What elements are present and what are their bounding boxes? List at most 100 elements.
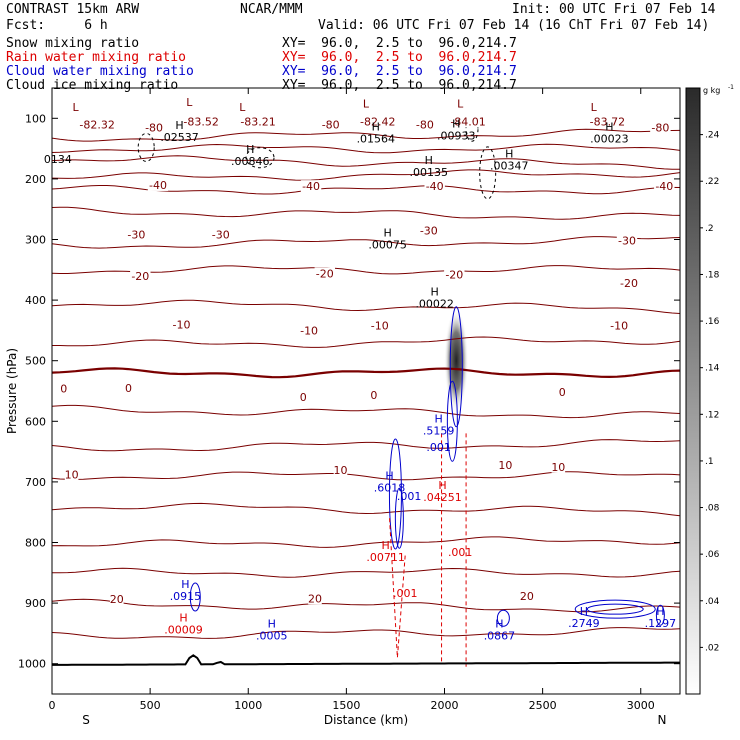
colorbar-tick-label: .04 <box>705 597 720 607</box>
cloud-water-contour <box>574 599 656 619</box>
contour-label: -10 <box>371 320 389 333</box>
extremum-mark: L <box>363 97 370 110</box>
forecast-hour: Fcst: 6 h <box>6 18 108 33</box>
temperature-contour <box>52 627 680 639</box>
extremum-value: .01564 <box>357 132 396 145</box>
colorbar-tick-label: .24 <box>705 131 720 141</box>
extremum-mark: H <box>246 143 254 156</box>
y-tick-label: 600 <box>25 415 46 428</box>
contour-label-bg <box>130 269 151 282</box>
colorbar-ramp <box>685 87 701 695</box>
contour-label: -40 <box>655 180 673 193</box>
extremum-value: .001 <box>397 490 422 503</box>
cloud-water-contour <box>446 380 458 462</box>
extremum-mark: H <box>383 226 391 239</box>
extremum-mark: H <box>425 154 433 167</box>
temperature-contour <box>52 128 680 142</box>
x-tick-label: 2500 <box>529 699 557 712</box>
temperature-contour <box>52 567 680 578</box>
extremum-value: .00135 <box>410 166 449 179</box>
contour-label: -20 <box>316 267 334 280</box>
contour-label-bg <box>308 592 322 605</box>
extremum-value: .00846 <box>231 155 270 168</box>
contour-label-bg <box>180 115 222 128</box>
x-tick-label: 1500 <box>332 699 360 712</box>
colorbar-tick-label: .08 <box>705 504 720 514</box>
contour-label-bg <box>551 460 566 473</box>
cloud-water-contour <box>496 609 510 627</box>
extremum-mark: H <box>431 285 439 298</box>
contour-label-bg <box>654 180 675 193</box>
contour-label-bg <box>418 224 439 237</box>
init-time: Init: 00 UTC Fri 07 Feb 14 <box>512 2 716 17</box>
contour-label-bg <box>447 115 489 128</box>
extremum-value: .001 <box>393 587 418 600</box>
extremum-mark: L <box>591 101 598 114</box>
contour-label-bg <box>300 180 322 193</box>
temperature-contour <box>52 155 680 170</box>
temperature-contour <box>52 404 680 419</box>
contour-label: 10 <box>498 459 512 472</box>
extremum-mark: H <box>580 605 588 618</box>
extremum-value: .001 <box>448 546 473 559</box>
contour-label-bg <box>147 178 169 191</box>
contour-label-bg <box>520 589 534 602</box>
y-tick-label: 400 <box>25 294 46 307</box>
extremum-value: .6018 <box>374 481 406 494</box>
extremum-value: .00075 <box>368 238 407 251</box>
temperature-contour <box>52 236 680 249</box>
contour-label: -83.21 <box>240 115 275 128</box>
x-tick-label: 500 <box>140 699 161 712</box>
extremum-mark: L <box>239 101 246 114</box>
temperature-contour <box>52 299 680 314</box>
temperature-contour <box>52 143 680 154</box>
y-tick-label: 500 <box>25 355 46 368</box>
contour-label-bg <box>237 115 279 128</box>
colorbar-unit-exponent: -1 <box>728 84 734 91</box>
y-tick-label: 1000 <box>18 658 46 671</box>
contour-label-bg <box>558 386 566 399</box>
contour-label-bg <box>357 115 399 128</box>
contour-label-bg <box>125 381 132 394</box>
extremum-mark: H <box>605 120 613 133</box>
contour-label: 10 <box>333 464 347 477</box>
extremum-value: .00023 <box>590 132 629 145</box>
field-snow-name: Snow mixing ratio <box>6 36 140 51</box>
temperature-contour <box>52 536 680 548</box>
colorbar-tick-label: .12 <box>705 410 719 420</box>
y-axis-label: Pressure (hPa) <box>5 348 19 434</box>
x-axis-label: Distance (km) <box>324 713 408 727</box>
contour-label-bg <box>444 268 465 281</box>
contour-label-bg <box>650 121 671 134</box>
x-tick-label: 3000 <box>627 699 655 712</box>
contour-label: -82.42 <box>360 115 395 128</box>
temperature-contour <box>52 439 680 452</box>
contour-label: -20 <box>620 277 638 290</box>
contour-label: -10 <box>300 324 318 337</box>
contour-label: -30 <box>127 229 145 242</box>
extremum-mark: H <box>175 119 183 132</box>
extremum-value: 0134 <box>44 153 72 166</box>
model-center: NCAR/MMM <box>240 2 303 17</box>
extremum-mark: H <box>268 617 276 630</box>
contour-label-bg <box>76 118 118 131</box>
contour-label-bg <box>64 468 79 481</box>
x-end-label-north: N <box>658 713 667 727</box>
contour-label: 0 <box>125 382 132 395</box>
colorbar-tick-label: .06 <box>705 550 720 560</box>
contour-label: -20 <box>445 269 463 282</box>
extremum-value: .04251 <box>423 491 462 504</box>
extremum-mark: L <box>72 101 79 114</box>
extremum-value: .00711 <box>366 551 405 564</box>
colorbar-tick-label: .1 <box>705 457 714 467</box>
contour-label-bg <box>320 118 341 131</box>
contour-label: -80 <box>651 121 669 134</box>
colorbar-tick-label: .16 <box>705 317 720 327</box>
contour-label: -10 <box>610 320 628 333</box>
contour-label-bg <box>126 228 147 241</box>
y-tick-label: 900 <box>25 597 46 610</box>
contour-label: 0 <box>300 391 307 404</box>
temperature-contour <box>52 206 680 220</box>
snow-contour <box>479 146 497 200</box>
extremum-value: .00009 <box>164 623 203 636</box>
